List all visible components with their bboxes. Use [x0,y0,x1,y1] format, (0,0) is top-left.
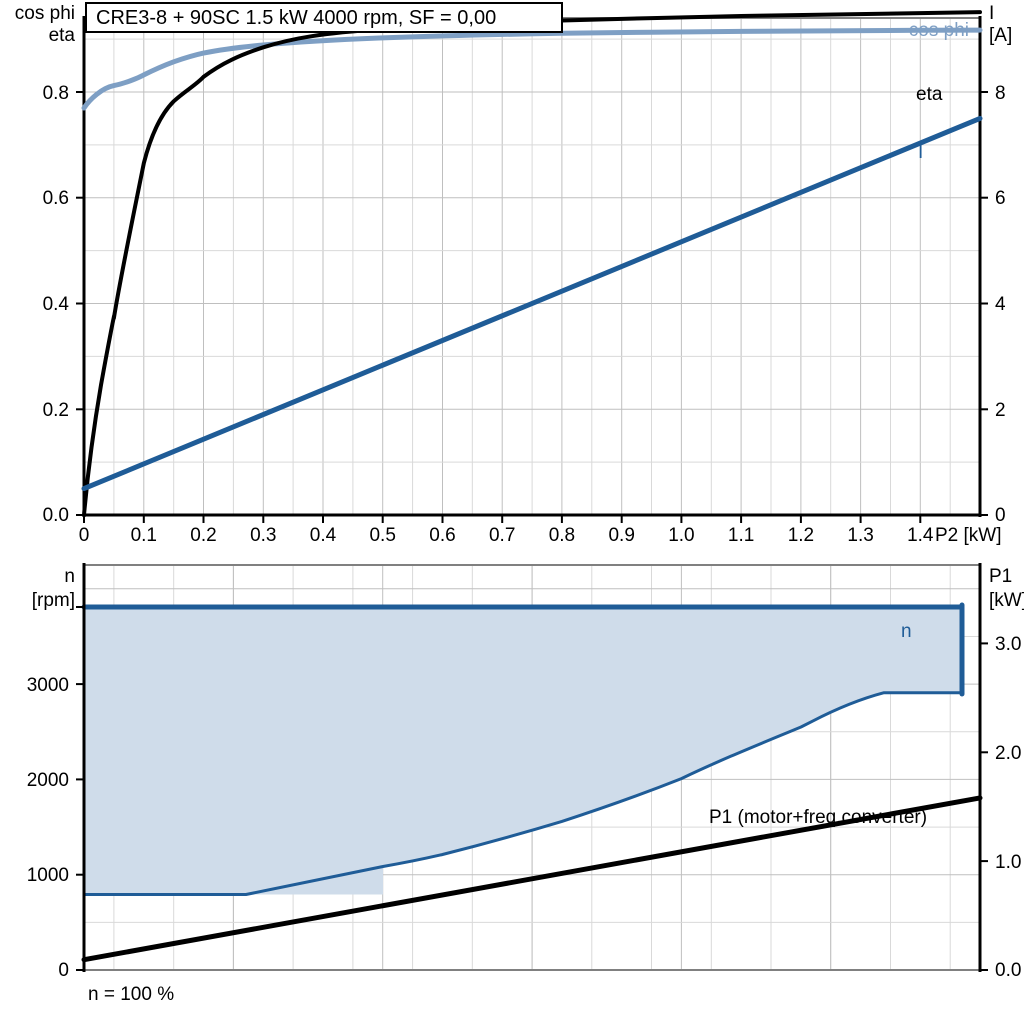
top-right-axis-label-2: [A] [989,25,1012,46]
bottom-right-tick-3: 3.0 [995,634,1021,655]
top-x-tick-3: 0.3 [250,525,276,546]
series-label-eta: eta [916,84,943,105]
top-right-tick-2: 4 [995,294,1006,315]
bottom-right-tick-0: 0.0 [995,960,1021,981]
top-x-tick-4: 0.4 [310,525,337,546]
top-x-tick-0: 0 [79,525,90,546]
top-left-tick-4: 0.8 [43,83,69,104]
top-right-tick-3: 6 [995,188,1006,209]
top-x-tick-5: 0.5 [369,525,395,546]
speed-envelope-lower [82,691,964,896]
top-x-tick-10: 1.0 [668,525,694,546]
top-x-tick-11: 1.1 [728,525,754,546]
figure-caption: n = 100 % [88,984,174,1005]
top-x-tick-12: 1.2 [788,525,814,546]
curve-p1 [81,795,983,963]
top-x-tick-6: 0.6 [429,525,455,546]
bottom-left-tick-2: 2000 [27,770,69,791]
top-left-ticks: 0.0 0.2 0.4 0.6 0.8 [43,83,84,526]
top-right-tick-1: 2 [995,400,1006,421]
series-label-p1: P1 (motor+freq.converter) [709,807,927,828]
chart-title: CRE3-8 + 90SC 1.5 kW 4000 rpm, SF = 0,00 [96,7,496,29]
bottom-right-axis-label-2: [kW] [989,590,1024,611]
curve-eta [82,10,982,517]
top-right-ticks: 0 2 4 6 8 [980,83,1006,526]
top-x-tick-1: 0.1 [131,525,157,546]
top-x-tick-14: 1.4 [907,525,934,546]
top-right-tick-4: 8 [995,83,1006,104]
top-grid-minor-vertical [113,18,951,515]
top-grid-major-vertical [143,18,921,515]
bottom-chart: 0 1000 2000 3000 0.0 1.0 2.0 3.0 n [rpm]… [27,563,1024,1005]
top-left-tick-0: 0.0 [43,505,69,526]
bottom-right-tick-2: 2.0 [995,743,1021,764]
series-label-cos-phi: cos phi [909,20,969,41]
top-left-tick-1: 0.2 [43,400,69,421]
top-x-ticks: 0 0.1 0.2 0.3 0.4 0.5 0.6 0.7 0.8 0.9 1.… [79,515,1002,546]
top-x-tick-9: 0.9 [608,525,634,546]
top-x-tick-13: 1.3 [847,525,873,546]
title-box [85,2,563,33]
top-x-tick-8: 0.8 [549,525,575,546]
series-label-speed: n [901,621,912,642]
bottom-right-tick-1: 1.0 [995,852,1021,873]
curve-current [81,115,983,492]
bottom-left-axis-label-2: [rpm] [32,590,75,611]
curve-cos-phi [81,27,983,111]
series-label-current: I [918,142,923,163]
top-left-tick-3: 0.6 [43,188,69,209]
bottom-right-ticks: 0.0 1.0 2.0 3.0 [980,634,1021,981]
top-right-tick-0: 0 [995,505,1006,526]
bottom-left-tick-1: 1000 [27,865,69,886]
top-x-tick-7: 0.7 [489,525,515,546]
top-chart: 0.0 0.2 0.4 0.6 0.8 0 2 4 6 8 [15,2,1012,546]
bottom-left-tick-3: 3000 [27,675,69,696]
bottom-left-ticks: 0 1000 2000 3000 [27,606,84,981]
top-right-axis-label-1: I [989,3,994,24]
top-left-tick-2: 0.4 [43,294,70,315]
top-x-tick-2: 0.2 [190,525,216,546]
speed-envelope-area [84,607,962,895]
bottom-left-tick-0: 0 [58,960,69,981]
bottom-left-axis-label-1: n [64,566,75,587]
top-x-axis-label: P2 [kW] [935,525,1002,546]
top-left-axis-label-2: eta [49,25,76,46]
bottom-right-axis-label-1: P1 [989,566,1012,587]
top-left-axis-label-1: cos phi [15,3,75,24]
